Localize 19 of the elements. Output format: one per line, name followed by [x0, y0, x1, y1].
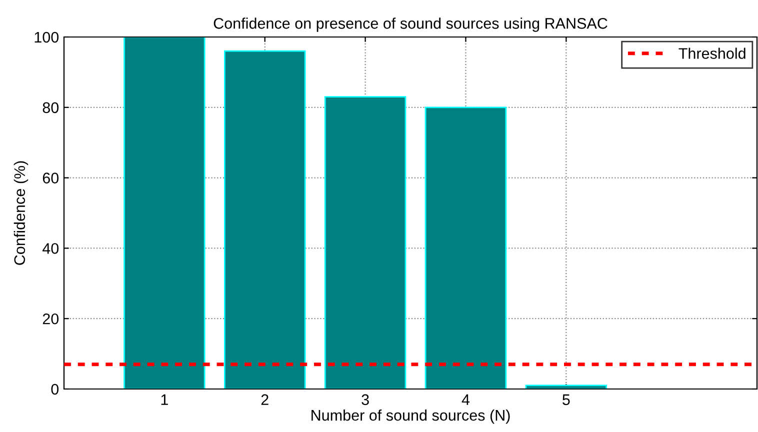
x-tick-label: 3 [362, 394, 369, 406]
x-tick-label: 2 [261, 394, 268, 405]
x-tick-label: 5 [562, 394, 570, 406]
x-axis-title: Number of sound sources (N) [312, 409, 510, 424]
y-tick-label: 60 [42, 172, 59, 184]
y-axis-title: Confidence (%) [14, 161, 28, 265]
x-tick-label: 1 [161, 394, 168, 405]
chart-title: Confidence on presence of sound sources using RANSAC [214, 18, 608, 32]
bar [424, 106, 507, 389]
legend-label: Threshold [678, 48, 746, 59]
y-tick-label: 80 [42, 102, 59, 114]
bar [224, 50, 306, 389]
y-tick-label: 40 [42, 243, 59, 254]
y-tick-label: 0 [51, 384, 59, 395]
bar [324, 96, 406, 389]
y-tick-label: 100 [34, 32, 59, 43]
bar [124, 37, 206, 389]
y-tick-label: 20 [42, 313, 59, 324]
x-tick-label: 4 [462, 394, 470, 405]
